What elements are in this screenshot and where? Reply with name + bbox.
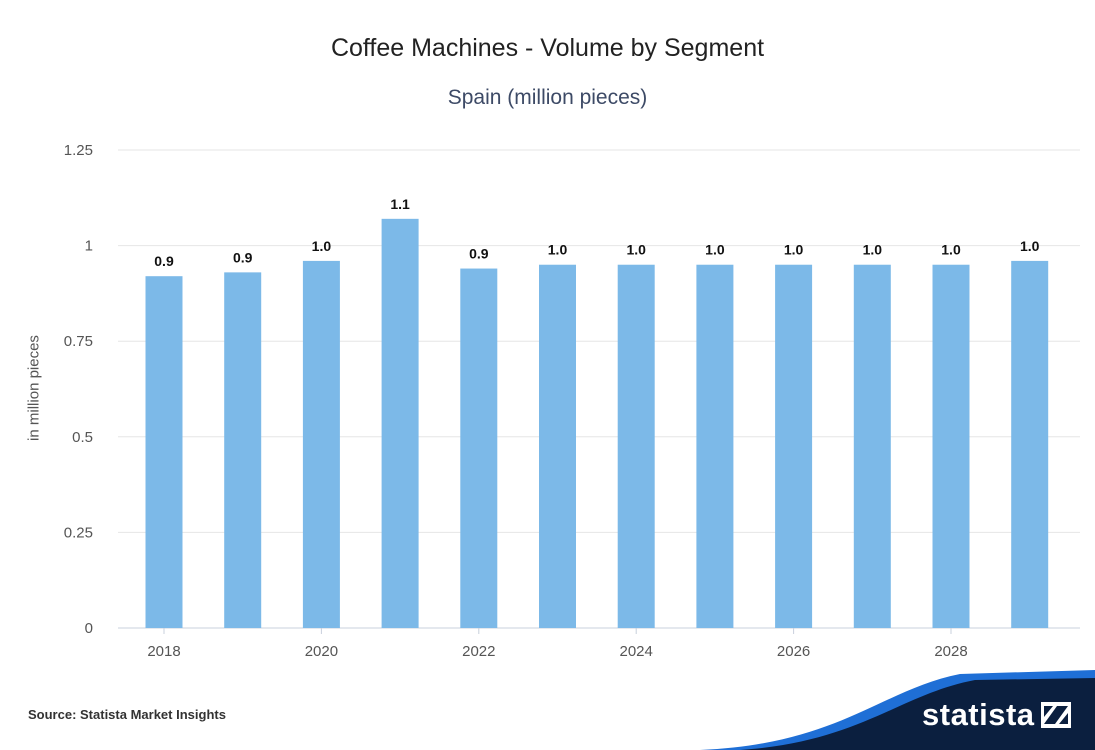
data-label: 0.9 (469, 246, 489, 262)
bar (224, 272, 262, 628)
brand-wordmark: statista (922, 697, 1035, 732)
data-label: 1.0 (1020, 238, 1040, 254)
bar (775, 264, 813, 628)
y-tick-label: 1 (85, 238, 93, 255)
data-label: 1.0 (784, 242, 804, 258)
x-tick-label: 2024 (620, 643, 653, 660)
bar (145, 276, 183, 628)
statista-logo[interactable]: statista (922, 695, 1071, 735)
data-label: 0.9 (233, 249, 253, 265)
data-label: 1.0 (548, 242, 568, 258)
data-label: 1.0 (863, 242, 883, 258)
x-tick-label: 2026 (777, 643, 810, 660)
bar (853, 264, 891, 628)
bar (696, 264, 734, 628)
chart-title: Coffee Machines - Volume by Segment (330, 34, 765, 62)
bar-chart: 0 0.25 0.5 0.75 1 1.25 0.9 0.9 1.0 1.1 0.9 1.0 1.0 1.… (64, 142, 1080, 660)
bar (539, 264, 576, 628)
x-tick-label: 2020 (305, 643, 338, 660)
x-tick-label: 2022 (462, 643, 495, 660)
chart-subtitle: Spain (million pieces) (447, 86, 648, 109)
bar (617, 264, 655, 628)
bar (932, 264, 970, 628)
bar (460, 268, 498, 628)
y-tick-label: 0.25 (64, 524, 93, 541)
y-tick-label: 0 (85, 620, 93, 637)
data-label: 1.0 (941, 242, 961, 258)
x-tick-label: 2018 (147, 643, 180, 660)
x-tick-label: 2028 (934, 643, 967, 660)
statista-logo-icon (1040, 702, 1071, 728)
data-label: 1.1 (390, 196, 410, 212)
data-label: 1.0 (312, 238, 332, 254)
y-tick-label: 0.75 (64, 333, 93, 350)
bar (381, 218, 419, 628)
data-label: 0.9 (154, 253, 174, 269)
y-tick-label: 0.5 (72, 429, 93, 446)
bar (302, 260, 340, 628)
data-label: 1.0 (626, 242, 646, 258)
bar (1011, 260, 1049, 628)
y-tick-label: 1.25 (64, 142, 93, 159)
source-note: Source: Statista Market Insights (28, 707, 226, 722)
data-label: 1.0 (705, 242, 725, 258)
